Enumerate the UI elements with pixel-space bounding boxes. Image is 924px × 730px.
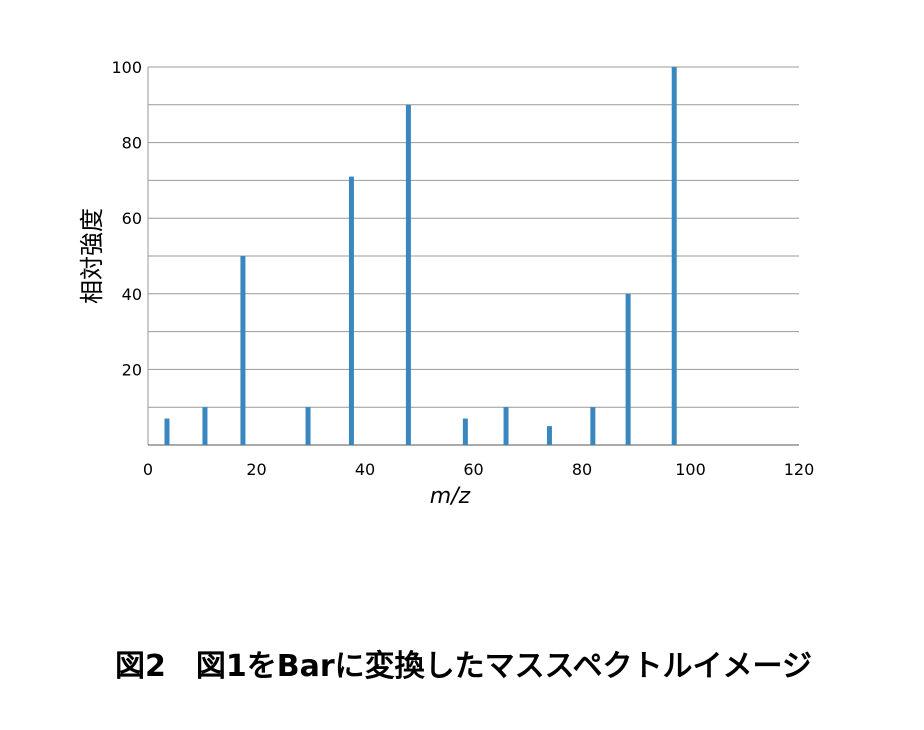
y-tick-label: 60 [122,209,142,228]
y-tick-label: 80 [122,134,142,153]
y-tick-label: 100 [111,58,142,77]
bar [305,407,311,445]
bar [462,418,468,445]
x-tick-label: 80 [572,460,592,479]
y-axis-title: 相対強度 [78,208,106,304]
y-tick-label: 40 [122,285,142,304]
bar [590,407,596,445]
y-tick-label: 20 [122,360,142,379]
bar [240,256,246,445]
bar [671,67,677,445]
x-tick-label: 100 [675,460,706,479]
bar [164,418,170,445]
bar [503,407,509,445]
bar [405,104,411,446]
x-tick-label: 40 [355,460,375,479]
x-tick-label: 0 [143,460,153,479]
bar [348,176,354,445]
x-tick-label: 60 [463,460,483,479]
x-axis-title: m/z [430,484,471,509]
bar [625,293,631,445]
x-tick-label: 20 [246,460,266,479]
x-tick-label: 120 [784,460,815,479]
bar [202,407,208,445]
bar [546,426,552,445]
caption: 図2 図1をBarに変換したマススペクトルイメージ [115,649,812,684]
